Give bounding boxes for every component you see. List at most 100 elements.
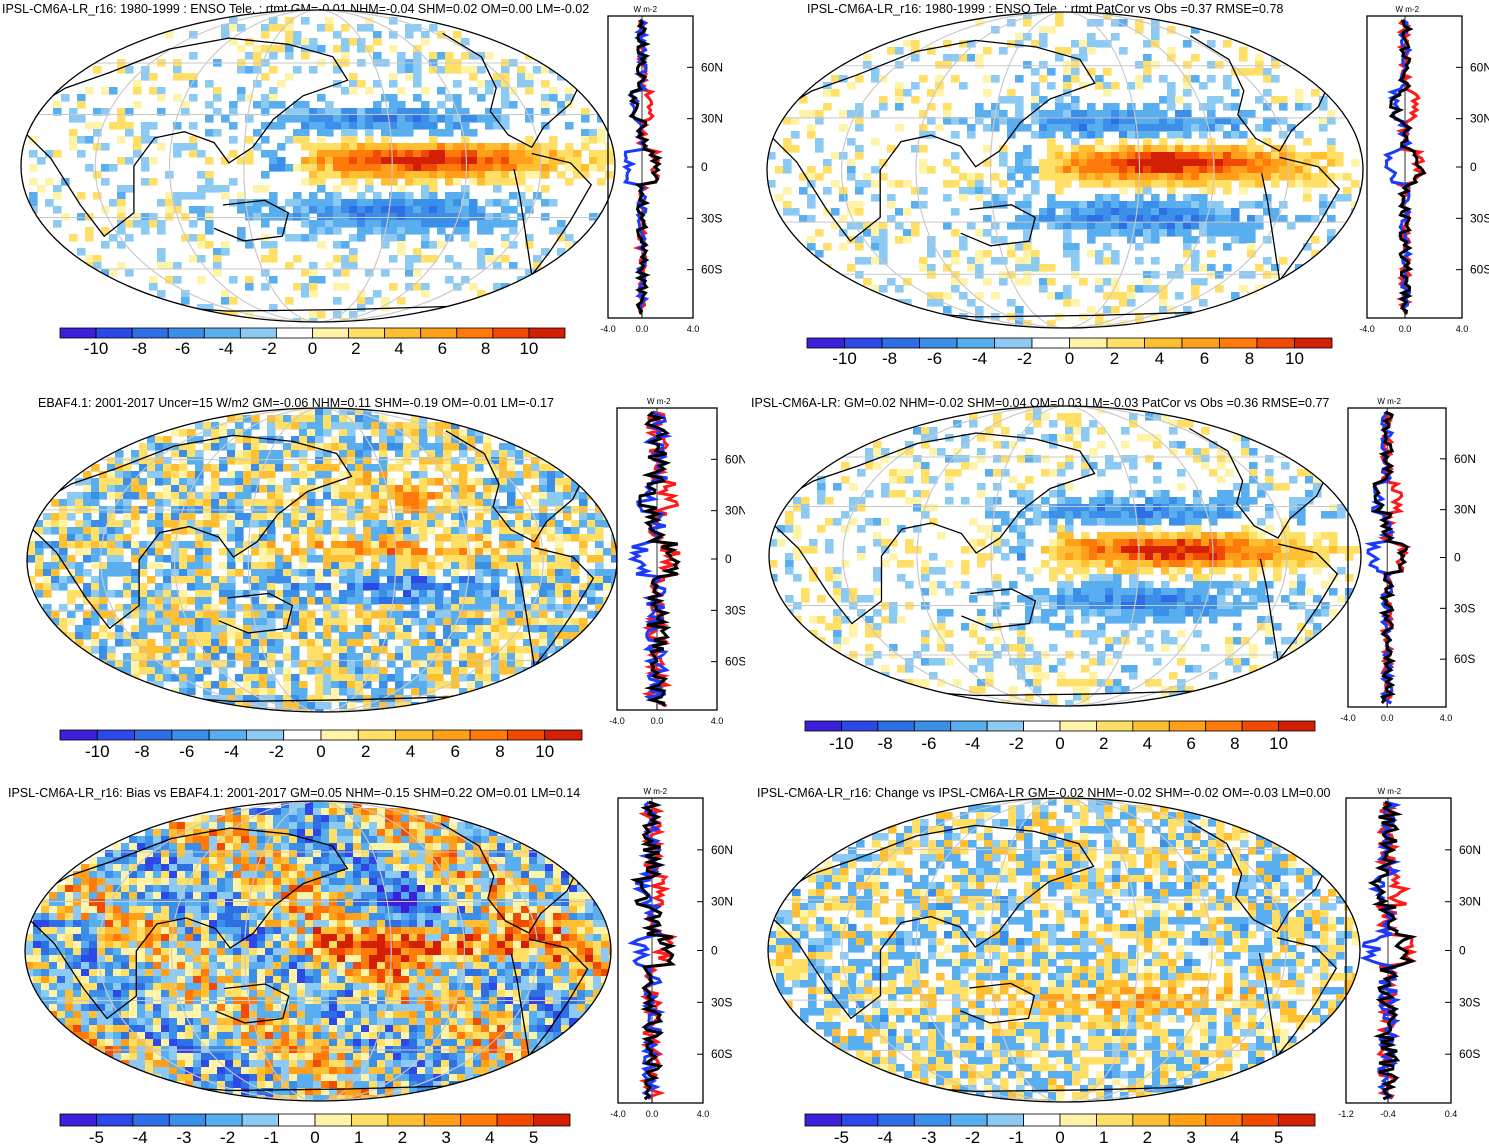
field-cell: [403, 625, 412, 633]
field-cell: [261, 45, 270, 53]
field-cell: [475, 534, 484, 542]
field-cell: [403, 590, 412, 598]
field-cell: [975, 61, 984, 69]
field-cell: [195, 674, 204, 682]
field-cell: [347, 688, 356, 696]
field-cell: [347, 674, 356, 682]
field-cell: [1209, 504, 1218, 512]
field-cell: [187, 527, 196, 535]
field-cell: [1063, 201, 1072, 209]
field-cell: [589, 129, 598, 137]
field-cell: [491, 625, 500, 633]
field-cell: [325, 150, 334, 158]
field-cell: [363, 611, 372, 619]
field-cell: [1137, 504, 1146, 512]
field-cell: [1311, 215, 1320, 223]
field-cell: [413, 255, 422, 263]
field-cell: [437, 129, 446, 137]
field-cell: [1015, 320, 1024, 328]
field-cell: [229, 136, 238, 144]
field-cell: [363, 646, 372, 654]
field-cell: [467, 436, 476, 444]
field-cell: [879, 257, 888, 265]
field-cell: [315, 527, 324, 535]
field-cell: [1151, 117, 1160, 125]
field-cell: [363, 513, 372, 521]
field-cell: [269, 101, 278, 109]
field-cell: [611, 541, 617, 549]
field-cell: [411, 436, 420, 444]
field-cell: [1065, 427, 1074, 435]
field-cell: [1159, 96, 1168, 104]
field-cell: [589, 164, 598, 172]
field-cell: [379, 457, 388, 465]
field-cell: [579, 513, 588, 521]
field-cell: [1199, 82, 1208, 90]
field-cell: [1047, 201, 1056, 209]
field-cell: [213, 269, 222, 277]
field-cell: [189, 234, 198, 242]
field-cell: [1103, 110, 1112, 118]
field-cell: [1191, 159, 1200, 167]
field-cell: [277, 45, 286, 53]
field-cell: [403, 639, 412, 647]
field-cell: [301, 199, 310, 207]
field-cell: [365, 157, 374, 165]
field-cell: [339, 660, 348, 668]
field-cell: [1103, 117, 1112, 125]
field-cell: [611, 569, 617, 577]
field-cell: [355, 422, 364, 430]
field-cell: [1289, 504, 1298, 512]
field-cell: [1303, 173, 1312, 181]
field-cell: [141, 157, 150, 165]
field-cell: [483, 499, 492, 507]
field-cell: [339, 555, 348, 563]
field-cell: [251, 709, 260, 712]
field-cell: [373, 143, 382, 151]
field-cell: [221, 192, 230, 200]
field-cell: [331, 443, 340, 451]
field-cell: [1017, 532, 1026, 540]
field-cell: [1151, 194, 1160, 202]
field-cell: [1175, 124, 1184, 132]
field-cell: [563, 625, 572, 633]
field-cell: [1207, 173, 1216, 181]
field-cell: [323, 422, 332, 430]
field-cell: [549, 150, 558, 158]
field-cell: [101, 87, 110, 95]
field-cell: [163, 520, 172, 528]
field-cell: [419, 597, 428, 605]
field-cell: [903, 208, 912, 216]
field-cell: [245, 283, 254, 291]
field-cell: [157, 220, 166, 228]
field-cell: [475, 667, 484, 675]
field-cell: [411, 562, 420, 570]
field-cell: [427, 492, 436, 500]
field-cell: [245, 199, 254, 207]
field-cell: [323, 583, 332, 591]
field-cell: [147, 639, 156, 647]
field-cell: [435, 597, 444, 605]
field-cell: [251, 513, 260, 521]
field-cell: [181, 108, 190, 116]
field-cell: [1007, 187, 1016, 195]
field-cell: [1183, 173, 1192, 181]
field-cell: [69, 115, 78, 123]
field-cell: [501, 241, 510, 249]
field-cell: [1167, 194, 1176, 202]
field-cell: [99, 583, 108, 591]
field-cell: [1095, 82, 1104, 90]
field-cell: [1033, 518, 1042, 526]
field-cell: [943, 40, 952, 48]
field-cell: [309, 318, 318, 322]
field-cell: [1169, 420, 1178, 428]
field-cell: [195, 569, 204, 577]
field-cell: [339, 492, 348, 500]
field-cell: [301, 52, 310, 60]
field-cell: [1097, 518, 1106, 526]
field-cell: [1073, 497, 1082, 505]
field-cell: [309, 227, 318, 235]
field-cell: [283, 604, 292, 612]
field-cell: [285, 45, 294, 53]
field-cell: [879, 75, 888, 83]
